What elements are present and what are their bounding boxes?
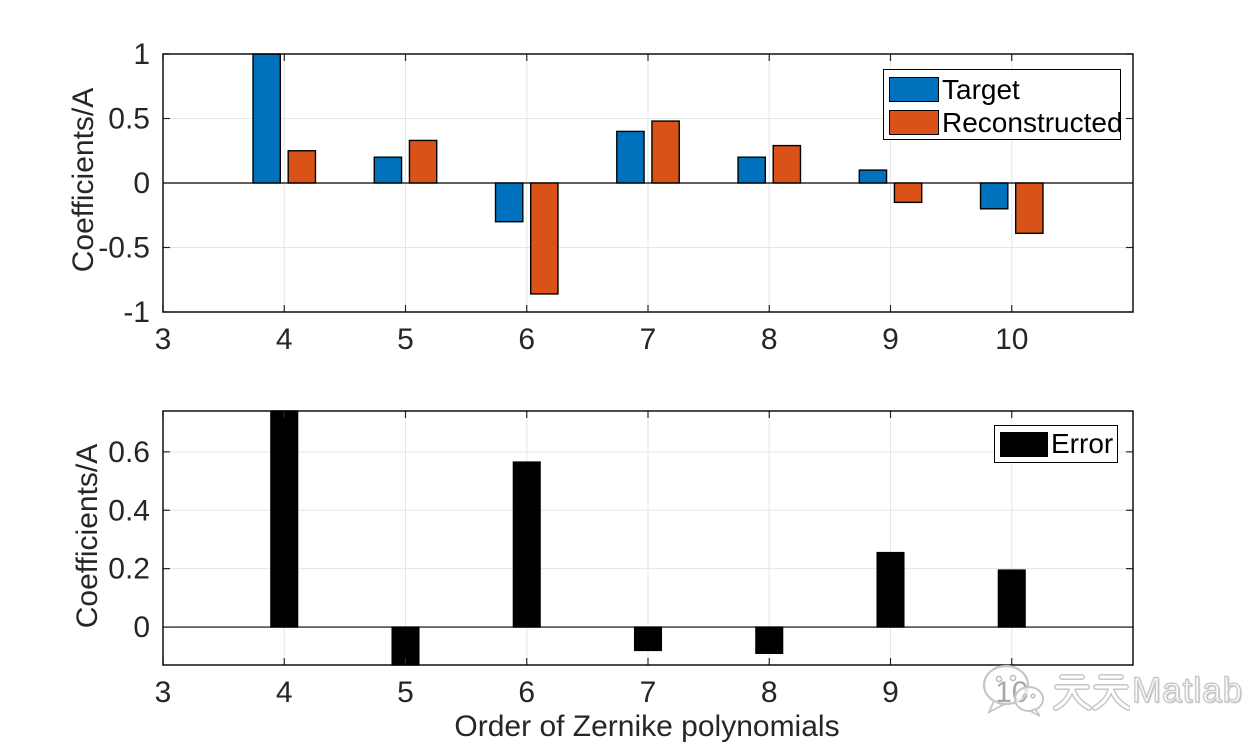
x-tick-label: 5 — [397, 676, 414, 709]
x-tick-label: 3 — [155, 323, 172, 356]
top-chart-ylabel: Coefficients/A — [67, 87, 100, 273]
legend-row-error: Error — [1000, 428, 1117, 459]
x-tick-label: 4 — [276, 323, 293, 356]
x-tick-label: 5 — [397, 323, 414, 356]
bar-target-7 — [616, 130, 645, 184]
tiantian-cjk-glyphs — [1053, 674, 1130, 711]
bar-reconstructed-10 — [1014, 182, 1044, 235]
bar-target-9 — [858, 169, 888, 184]
bar-target-5 — [373, 156, 403, 184]
bar-error-10 — [997, 569, 1026, 628]
bar-target-6 — [494, 182, 524, 223]
bar-error-9 — [876, 551, 905, 628]
target-color-swatch — [889, 77, 939, 102]
x-tick-label: 7 — [640, 323, 657, 356]
x-tick-label: 10 — [995, 323, 1028, 356]
legend-row-target: Target — [889, 73, 1120, 106]
y-tick-label: 0.2 — [108, 553, 150, 586]
x-tick-label: 8 — [761, 676, 778, 709]
bar-reconstructed-5 — [408, 139, 438, 184]
bar-reconstructed-6 — [529, 182, 559, 295]
watermark-text: Matlab — [1131, 670, 1244, 710]
bar-reconstructed-4 — [287, 150, 317, 184]
y-tick-label: 0.5 — [108, 103, 150, 136]
legend-label-target: Target — [942, 73, 1020, 105]
y-tick-label: -0.5 — [98, 232, 150, 265]
x-tick-label: 6 — [518, 323, 535, 356]
x-tick-label: 3 — [155, 676, 172, 709]
x-tick-label: 7 — [640, 676, 657, 709]
y-tick-label: 0 — [133, 611, 150, 644]
wechat-icon — [982, 664, 1044, 717]
y-tick-label: 0.6 — [108, 436, 150, 469]
y-tick-label: -1 — [123, 296, 150, 329]
bar-target-8 — [737, 156, 767, 184]
top-chart-legend: Target Reconstructed — [883, 69, 1123, 140]
x-tick-label: 9 — [882, 676, 899, 709]
legend-label-error: Error — [1051, 428, 1114, 459]
axes-box — [162, 53, 1134, 313]
bar-error-6 — [512, 461, 541, 628]
bar-reconstructed-7 — [651, 120, 680, 184]
axes-box — [162, 410, 1134, 666]
x-tick-label: 8 — [761, 323, 778, 356]
bar-target-10 — [979, 182, 1009, 210]
x-axis-label: Order of Zernike polynomials — [454, 710, 840, 743]
bottom-chart-plot: 34567891000.20.40.6 — [108, 410, 1134, 709]
bar-error-8 — [755, 626, 784, 655]
bottom-chart-ylabel: Coefficients/A — [71, 443, 104, 629]
bar-reconstructed-9 — [893, 182, 923, 204]
y-tick-label: 0.4 — [108, 494, 150, 527]
bar-error-7 — [633, 626, 663, 652]
top-chart-plot: 3 4 5 6 7 8 9 10 -1 -0.5 0 0.5 1 — [98, 38, 1134, 356]
bar-reconstructed-8 — [772, 144, 802, 184]
reconstructed-color-swatch — [889, 110, 939, 135]
x-tick-label: 4 — [276, 676, 293, 709]
x-tick-label: 6 — [518, 676, 535, 709]
x-tick-label: 9 — [882, 323, 899, 356]
legend-label-reconstructed: Reconstructed — [942, 106, 1123, 138]
y-tick-label: 0 — [133, 167, 150, 200]
watermark: Matlab — [980, 662, 1243, 720]
legend-row-reconstructed: Reconstructed — [889, 106, 1123, 139]
bottom-chart-legend: Error — [994, 425, 1118, 463]
error-color-swatch — [1000, 431, 1048, 457]
y-tick-label: 1 — [133, 38, 150, 71]
bar-target-4 — [252, 53, 282, 184]
bar-error-4 — [270, 410, 299, 628]
